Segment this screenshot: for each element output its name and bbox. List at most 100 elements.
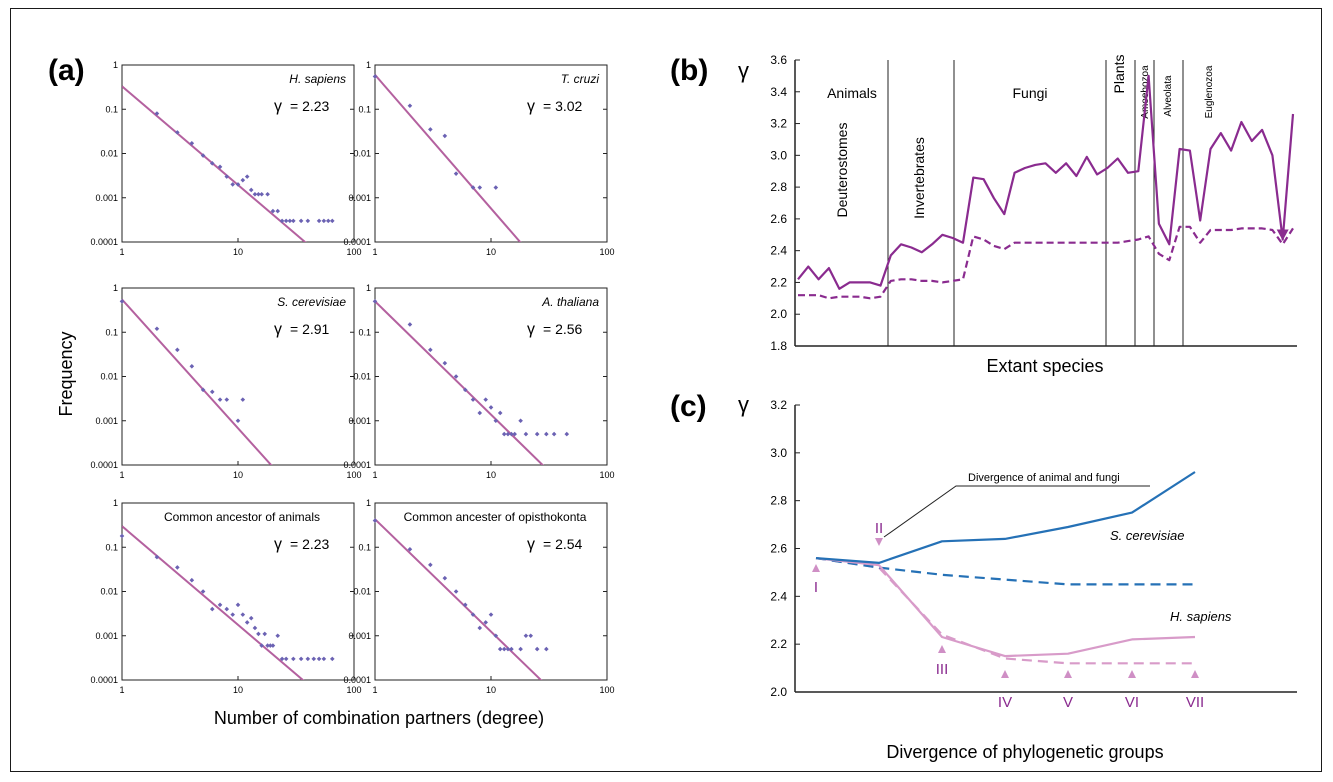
data-point xyxy=(477,625,483,631)
data-point xyxy=(217,397,223,402)
plot-frame xyxy=(374,287,608,466)
data-point xyxy=(462,602,468,608)
data-point xyxy=(509,431,514,437)
data-point xyxy=(265,643,270,648)
data-point xyxy=(534,431,540,437)
data-point xyxy=(224,174,230,179)
marker-arrow xyxy=(812,564,820,572)
data-point xyxy=(268,643,273,648)
x-tick-label: 100 xyxy=(346,247,361,257)
x-tick-label: 1 xyxy=(372,247,377,257)
gamma-symbol: γ xyxy=(527,98,535,115)
data-point xyxy=(497,646,503,652)
gamma-symbol: γ xyxy=(527,321,535,338)
x-tick-label: 100 xyxy=(599,685,614,695)
x-tick-label: 100 xyxy=(599,470,614,480)
gamma-symbol: γ xyxy=(274,536,282,553)
data-point xyxy=(200,387,206,393)
y-tick-label: 2.8 xyxy=(770,180,787,194)
data-point xyxy=(470,612,476,617)
data-point xyxy=(259,643,264,648)
data-point xyxy=(528,633,534,639)
y-tick-label: 0.01 xyxy=(100,372,118,382)
panel-c-ylabel: γ xyxy=(738,392,749,417)
gamma-value: = 2.54 xyxy=(543,536,583,552)
data-point xyxy=(240,397,246,402)
data-point xyxy=(189,364,195,369)
data-point xyxy=(483,620,488,625)
gamma-series-solid xyxy=(797,74,1295,290)
data-point xyxy=(428,127,433,132)
group-label: Deuterostomes xyxy=(834,123,850,218)
y-tick-label: 0.1 xyxy=(105,542,118,552)
series-label-h-sapiens: H. sapiens xyxy=(1170,609,1232,624)
y-tick-label: 3.4 xyxy=(770,85,787,99)
data-point xyxy=(470,397,476,402)
fit-line xyxy=(122,298,273,465)
marker-arrow xyxy=(1191,670,1199,678)
y-tick-label: 0.0001 xyxy=(90,460,118,470)
y-tick-label: 0.01 xyxy=(353,372,371,382)
data-point xyxy=(154,326,160,332)
gamma-symbol: γ xyxy=(274,98,282,115)
gamma-symbol: γ xyxy=(527,536,535,553)
y-tick-label: 0.001 xyxy=(95,193,118,203)
data-point xyxy=(252,625,258,631)
data-point xyxy=(244,620,250,625)
marker-label: IV xyxy=(998,694,1012,711)
data-point xyxy=(512,431,517,437)
x-tick-label: 100 xyxy=(346,685,361,695)
data-point xyxy=(209,161,215,166)
y-tick-label: 1 xyxy=(113,283,118,293)
data-point xyxy=(442,133,448,139)
y-tick-label: 0.01 xyxy=(100,149,118,159)
data-point xyxy=(442,575,448,581)
marker-label: VI xyxy=(1125,694,1139,711)
data-point xyxy=(321,656,327,662)
fit-line xyxy=(375,74,522,242)
gamma-value: = 2.56 xyxy=(543,321,583,337)
data-point xyxy=(248,615,254,621)
y-tick-label: 0.1 xyxy=(358,104,371,114)
x-tick-label: 10 xyxy=(486,247,496,257)
panel-b-label: (b) xyxy=(670,54,708,87)
x-tick-label: 10 xyxy=(233,247,243,257)
fit-line xyxy=(375,518,543,680)
annotation-divergence: Divergence of animal and fungi xyxy=(968,472,1120,484)
data-point xyxy=(189,577,195,583)
gamma-symbol: γ xyxy=(274,321,282,338)
data-point xyxy=(240,177,246,183)
data-point xyxy=(200,153,206,158)
data-point xyxy=(248,187,254,193)
panel-a-ylabel: Frequency xyxy=(56,331,76,416)
data-point xyxy=(119,533,125,539)
data-point xyxy=(175,565,180,570)
y-tick-label: 0.001 xyxy=(95,416,118,426)
species-title: T. cruzi xyxy=(561,72,600,86)
data-point xyxy=(275,633,281,639)
group-label: Alveolata xyxy=(1163,75,1174,117)
data-point xyxy=(279,656,285,662)
fit-line xyxy=(375,300,545,465)
y-tick-label: 0.01 xyxy=(353,149,371,159)
marker-label: VII xyxy=(1186,694,1204,711)
data-point xyxy=(154,111,160,116)
x-tick-label: 1 xyxy=(372,685,377,695)
y-tick-label: 0.01 xyxy=(353,587,371,597)
arrowhead xyxy=(1276,229,1289,241)
data-point xyxy=(270,643,276,648)
marker-arrow xyxy=(1064,670,1072,678)
gamma-value: = 2.23 xyxy=(290,98,330,114)
x-tick-label: 10 xyxy=(233,470,243,480)
y-tick-label: 2.0 xyxy=(770,685,787,699)
data-point xyxy=(493,418,499,424)
gamma-value: = 3.02 xyxy=(543,98,583,114)
marker-arrow xyxy=(938,645,946,653)
data-point xyxy=(256,191,261,197)
data-point xyxy=(518,418,523,424)
data-point xyxy=(407,322,413,327)
